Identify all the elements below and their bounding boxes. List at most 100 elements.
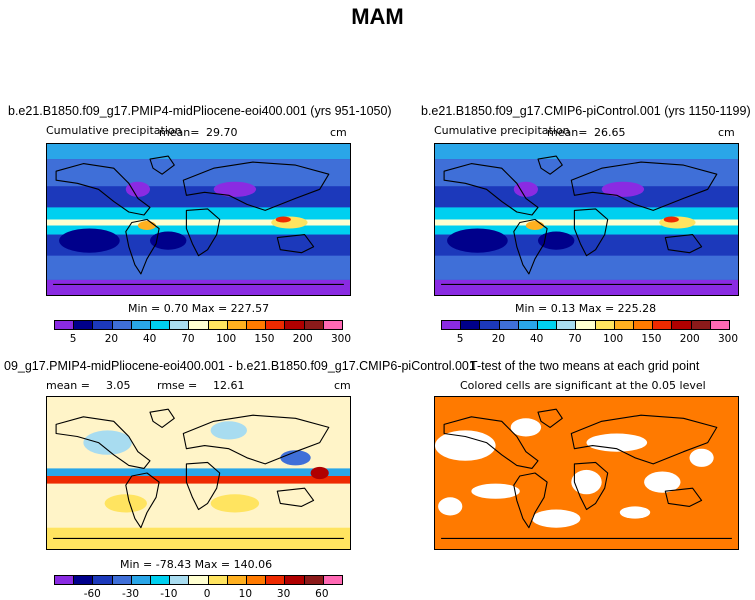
non-significant-region [435,430,496,461]
colorbar-tick-label: 150 [254,333,275,345]
colorbar-swatch [93,576,113,584]
colorbar-swatch [710,321,730,329]
coastline [513,472,548,529]
colorbar-swatch [518,321,539,329]
panel-difference-mean-value: 3.05 [106,379,131,392]
non-significant-region [510,418,542,437]
colorbar-tick-label: 30 [276,588,291,600]
colorbar-tick-label: -60 [83,588,101,600]
colorbar-swatch [151,321,171,329]
colorbar-tick-label: 20 [104,333,119,345]
panel-picontrol-mean-label: mean= [547,126,588,139]
colorbar-tick-label: 100 [216,333,237,345]
field-band [47,144,350,160]
coastline [573,461,609,511]
colorbar-tick-label: -10 [160,588,178,600]
colorbar-swatch [227,576,248,584]
coastline [149,408,175,428]
colorbar-tick-label: 300 [330,333,352,345]
colorbar-swatch [672,321,692,329]
field-band [435,219,738,226]
dry-zone [447,228,508,253]
colorbar-swatch [170,576,190,584]
colorbar-tick-label: 200 [292,333,313,345]
panel-pliocene-mean-label: mean= [159,126,200,139]
field-band [47,219,350,226]
panel-pliocene-min-max: Min = 0.70 Max = 227.57 [128,302,270,315]
wet-zone [525,221,545,230]
non-significant-region [471,483,520,499]
colorbar-swatch [151,576,171,584]
field-band [435,144,738,160]
colorbar-swatch [74,321,94,329]
colorbar-swatch [189,576,209,584]
panel-pliocene-units: cm [330,126,347,139]
non-significant-region [532,509,581,528]
colorbar-swatch [266,576,286,584]
map-difference-svg [47,408,350,549]
panel-difference-mean-label: mean = [46,379,90,392]
colorbar-swatch [93,321,113,329]
coastline [537,155,563,175]
coastline [537,408,563,428]
field-band [47,159,350,187]
wet-zone [663,216,679,223]
map-ttest-svg [435,408,732,539]
colorbar-swatch [461,321,481,329]
colorbar-swatch [285,321,305,329]
colorbar-swatch [323,576,343,584]
colorbar-swatch [55,576,75,584]
anomaly-band [47,468,350,476]
panel-difference-units: cm [334,379,351,392]
coastline [125,472,160,529]
colorbar-swatch [208,321,228,329]
anomaly-zone [310,466,329,480]
colorbar-tick-label: -30 [121,588,140,600]
field-band [47,255,350,280]
colorbar-swatch [614,321,635,329]
colorbar-tick-label: 60 [315,588,329,600]
field-band [47,279,350,295]
panel-pliocene-title: b.e21.B1850.f09_g17.PMIP4-midPliocene-eo… [8,104,392,118]
colorbar-swatch [189,321,209,329]
colorbar-pliocene [54,320,343,330]
colorbar-swatch [112,321,132,329]
coastline [182,161,330,211]
anomaly-zone [104,494,147,513]
wet-zone [137,221,157,230]
panel-difference-title: 09_g17.PMIP4-midPliocene-eoi400.001 - b.… [4,359,476,373]
dry-zone [59,228,120,253]
non-significant-region [571,469,602,495]
anomaly-band [47,476,350,484]
dry-zone [125,181,150,197]
colorbar-tick-label: 300 [717,333,739,345]
panel-difference-rmse-value: 12.61 [213,379,245,392]
non-significant-region [438,497,463,516]
dry-zone [601,181,645,197]
colorbar-swatch [499,321,519,329]
field-band [47,207,350,220]
map-picontrol [434,143,739,296]
colorbar-swatch [653,321,673,329]
colorbar-swatch [304,576,324,584]
colorbar-tick-label: 40 [142,333,157,345]
field-band [435,279,738,295]
wet-zone [275,216,291,223]
map-picontrol-svg [435,144,738,295]
non-significant-region [619,506,651,519]
colorbar-swatch [634,321,654,329]
colorbar-tick-label: 5 [456,333,464,345]
field-band [435,234,738,256]
coastline [570,414,718,465]
coastline [513,218,548,275]
colorbar-swatch [285,576,305,584]
panel-picontrol-title: b.e21.B1850.f09_g17.CMIP6-piControl.001 … [421,104,751,118]
colorbar-swatch [131,321,152,329]
map-ttest [434,396,739,550]
colorbar-swatch [247,576,267,584]
colorbar-swatch [691,321,711,329]
colorbar-swatch [170,321,190,329]
panel-picontrol-min-max: Min = 0.13 Max = 225.28 [515,302,657,315]
panel-difference-min-max: Min = -78.43 Max = 140.06 [120,558,273,571]
anomaly-zone [83,430,132,455]
